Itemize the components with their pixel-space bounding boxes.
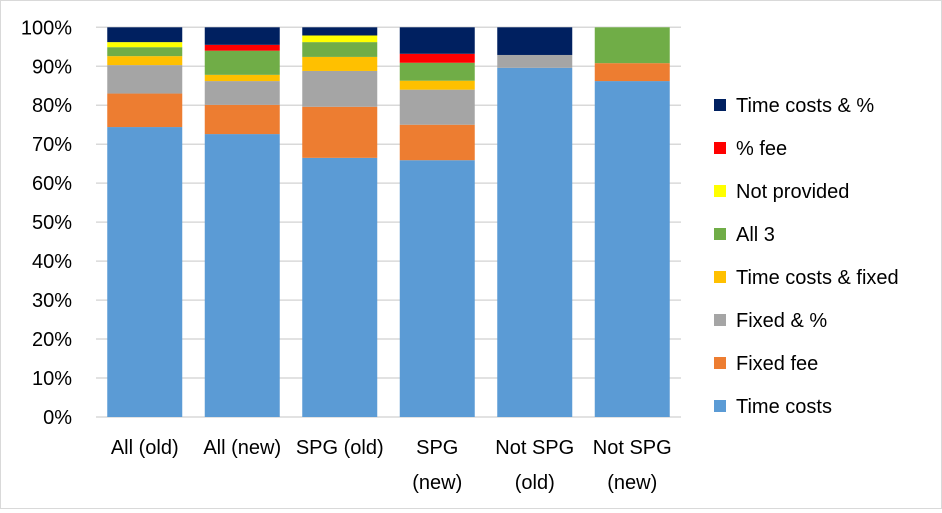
x-tick-label: (new): [607, 472, 657, 494]
bar-segment: [594, 63, 670, 82]
bar-segment: [399, 160, 475, 418]
bar-segment: [204, 104, 280, 135]
bar-segment: [302, 157, 378, 418]
x-tick-label: SPG: [416, 437, 458, 459]
y-tick-label: 80%: [32, 95, 72, 117]
bar-segment: [497, 27, 573, 55]
x-axis: All (old) All (new) SPG (old) SPG (new) Not S…: [111, 437, 672, 494]
bar-segment: [302, 70, 378, 107]
x-tick-label: Not SPG: [495, 437, 574, 459]
y-tick-label: 10%: [32, 368, 72, 390]
bar-segment: [497, 67, 573, 417]
x-tick-label: SPG (old): [296, 437, 384, 459]
legend-swatch: [714, 185, 726, 197]
y-tick-label: 20%: [32, 329, 72, 351]
x-tick-label: (old): [515, 472, 555, 494]
legend-swatch: [714, 228, 726, 240]
legend-label: Fixed & %: [736, 310, 827, 332]
x-tick-label: Not SPG: [593, 437, 672, 459]
bar-segment: [399, 53, 475, 63]
bar-segment: [107, 47, 183, 57]
legend-label: Time costs: [736, 396, 832, 418]
bar-segment: [107, 93, 183, 128]
legend-label: Not provided: [736, 181, 849, 203]
bar-segment: [107, 65, 183, 94]
bars: [107, 27, 670, 418]
legend-swatch: [714, 271, 726, 283]
y-tick-label: 50%: [32, 212, 72, 234]
bar-segment: [497, 54, 573, 68]
bar-segment: [399, 89, 475, 125]
legend-swatch: [714, 357, 726, 369]
bar-segment: [302, 35, 378, 43]
bar-segment: [107, 27, 183, 43]
legend-label: % fee: [736, 138, 787, 160]
y-tick-label: 60%: [32, 173, 72, 195]
bar-segment: [594, 27, 670, 64]
gridlines: [96, 26, 681, 418]
bar-segment: [107, 42, 183, 48]
bar-segment: [302, 56, 378, 71]
legend-swatch: [714, 400, 726, 412]
bar-segment: [302, 42, 378, 57]
legend-swatch: [714, 142, 726, 154]
y-tick-label: 100%: [21, 17, 72, 39]
bar-segment: [399, 27, 475, 54]
y-tick-label: 30%: [32, 290, 72, 312]
y-tick-label: 90%: [32, 56, 72, 78]
bar-segment: [204, 27, 280, 45]
bar-segment: [399, 124, 475, 161]
bar-segment: [107, 56, 183, 66]
bar-segment: [204, 134, 280, 417]
legend-label: Time costs & %: [736, 95, 874, 117]
legend-swatch: [714, 314, 726, 326]
x-tick-label: All (old): [111, 437, 179, 459]
y-tick-label: 40%: [32, 251, 72, 273]
bar-segment: [399, 62, 475, 81]
y-axis: 0% 10% 20% 30% 40% 50% 60% 70% 80% 90% 100%: [21, 17, 72, 429]
legend-label: Time costs & fixed: [736, 267, 899, 289]
bar-segment: [204, 44, 280, 51]
x-tick-label: All (new): [203, 437, 281, 459]
y-tick-label: 0%: [43, 407, 72, 429]
bar-segment: [302, 106, 378, 158]
bar-segment: [204, 81, 280, 105]
bar-segment: [204, 74, 280, 82]
x-tick-label: (new): [412, 472, 462, 494]
bar-segment: [107, 127, 183, 417]
y-tick-label: 70%: [32, 134, 72, 156]
legend: Time costs & % % fee Not provided All 3 Time…: [714, 95, 899, 418]
legend-label: All 3: [736, 224, 775, 246]
bar-segment: [204, 50, 280, 75]
bar-segment: [302, 27, 378, 36]
legend-label: Fixed fee: [736, 353, 818, 375]
bar-segment: [399, 80, 475, 90]
legend-swatch: [714, 99, 726, 111]
bar-segment: [594, 81, 670, 417]
